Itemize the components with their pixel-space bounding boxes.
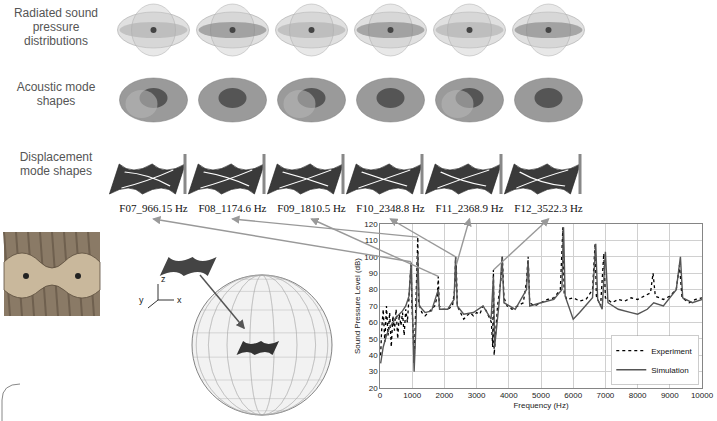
html-text:F09_1810.5 Hz: F09_1810.5 Hz — [277, 202, 346, 214]
svg-text:6000: 6000 — [564, 391, 582, 400]
svg-text:2000: 2000 — [436, 391, 454, 400]
svg-text:50: 50 — [369, 335, 378, 344]
svg-text:10000: 10000 — [691, 391, 714, 400]
svg-text:z: z — [161, 274, 166, 284]
html-text:Acoustic mode shapes: Acoustic mode shapes — [16, 80, 96, 108]
svg-text:120: 120 — [364, 220, 378, 229]
html-text:F07_966.15 Hz: F07_966.15 Hz — [119, 202, 188, 214]
svg-text:100: 100 — [364, 253, 378, 262]
svg-text:5000: 5000 — [532, 391, 550, 400]
svg-text:30: 30 — [369, 367, 378, 376]
svg-text:x: x — [177, 295, 182, 305]
html-text:F10_2348.8 Hz: F10_2348.8 Hz — [356, 202, 425, 214]
html-text:F08_1174.6 Hz: F08_1174.6 Hz — [198, 202, 267, 214]
html-text:Radiated sound pressure distri: Radiated sound pressure distributions — [14, 6, 98, 48]
svg-text:4000: 4000 — [500, 391, 518, 400]
svg-text:20: 20 — [369, 384, 378, 393]
svg-text:7000: 7000 — [597, 391, 615, 400]
svg-text:8000: 8000 — [629, 391, 647, 400]
svg-text:60: 60 — [369, 318, 378, 327]
svg-text:Frequency (Hz): Frequency (Hz) — [513, 401, 568, 410]
svg-text:Experiment: Experiment — [651, 347, 692, 356]
svg-text:3000: 3000 — [468, 391, 486, 400]
svg-text:Simulation: Simulation — [651, 366, 688, 375]
svg-text:80: 80 — [369, 285, 378, 294]
svg-text:90: 90 — [369, 269, 378, 278]
html-text:F11_2368.9 Hz: F11_2368.9 Hz — [435, 202, 504, 214]
svg-text:Sound Pressure Level (dB): Sound Pressure Level (dB) — [353, 258, 362, 354]
svg-text:40: 40 — [369, 351, 378, 360]
svg-text:9000: 9000 — [661, 391, 679, 400]
svg-text:70: 70 — [369, 302, 378, 311]
svg-text:y: y — [139, 295, 144, 305]
html-text:F12_3522.3 Hz: F12_3522.3 Hz — [514, 202, 583, 214]
svg-text:0: 0 — [378, 391, 383, 400]
html-text:Displacement mode shapes: Displacement mode shapes — [19, 150, 93, 178]
svg-text:1000: 1000 — [403, 391, 421, 400]
svg-text:110: 110 — [365, 236, 378, 245]
